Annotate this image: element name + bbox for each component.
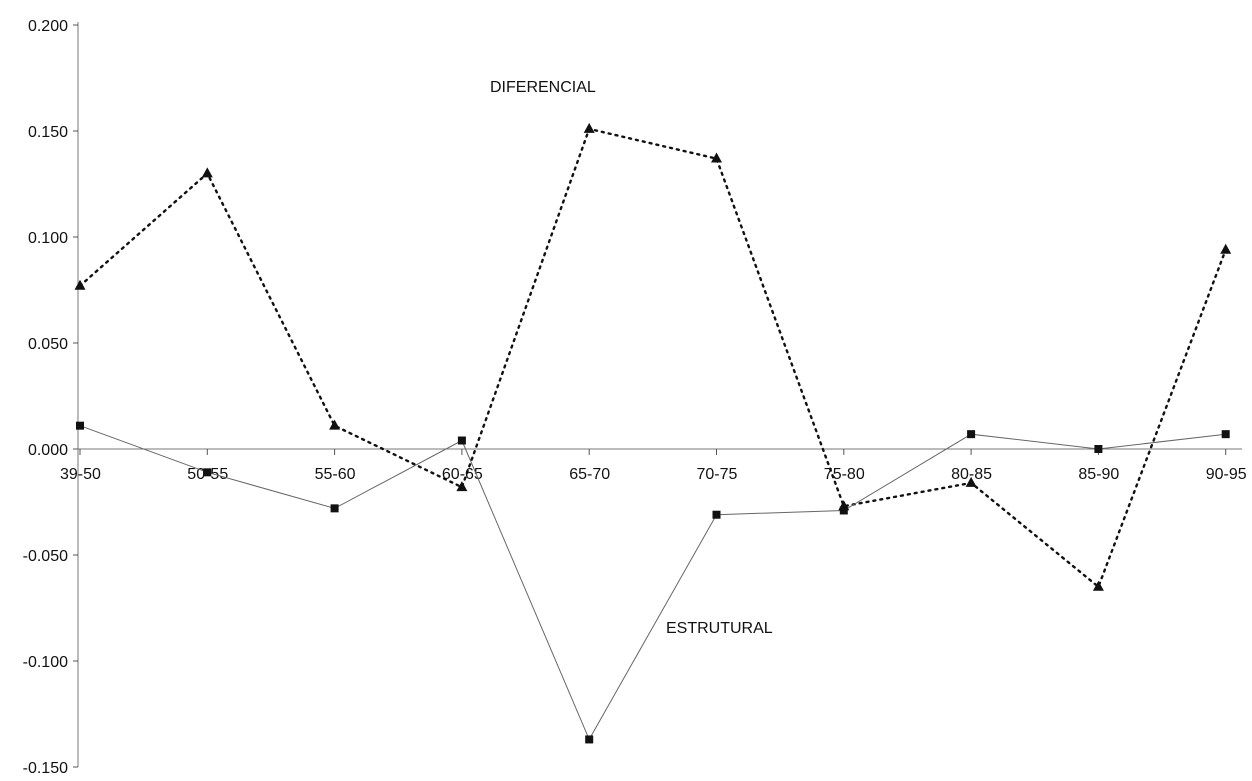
annotation-estrutural: ESTRUTURAL — [666, 620, 773, 637]
x-tick-label: 60-65 — [442, 466, 483, 483]
y-tick-label: 0.050 — [28, 336, 68, 353]
estrutural-point-75-80 — [839, 506, 848, 515]
estrutural-point-85-90 — [1094, 445, 1103, 453]
diferencial-point-90-95 — [1220, 243, 1232, 254]
estrutural-point-80-85 — [967, 430, 976, 439]
y-tick-label: -0.150 — [23, 760, 68, 777]
y-tick-label: 0.100 — [28, 230, 68, 247]
x-tick-label: 70-75 — [697, 466, 738, 483]
diferencial-point-39-50 — [74, 279, 86, 290]
diferencial-point-50-55 — [201, 167, 213, 178]
series-markers — [74, 122, 1232, 744]
estrutural-point-60-65 — [457, 436, 466, 445]
estrutural-point-65-70 — [585, 735, 594, 744]
x-axis-ticks: 39-5050-5555-6060-6565-7070-7575-8080-85… — [60, 449, 1247, 483]
x-tick-label: 55-60 — [315, 466, 356, 483]
x-tick-label: 75-80 — [824, 466, 865, 483]
annotation-diferencial: DIFERENCIAL — [490, 79, 596, 96]
y-axis-ticks: 0.200 0.150 0.100 0.050 0.000 -0.050 -0.100 -0.… — [23, 18, 78, 777]
x-tick-label: 65-70 — [569, 466, 610, 483]
diferencial-point-70-75 — [711, 152, 722, 163]
series-line-diferencial — [78, 127, 1227, 589]
y-tick-label: 0.200 — [28, 18, 68, 35]
x-tick-label: 80-85 — [951, 466, 992, 483]
estrutural-point-39-50 — [76, 421, 84, 430]
y-tick-label: -0.100 — [23, 654, 68, 671]
y-tick-label: 0.000 — [28, 442, 68, 459]
x-tick-label: 85-90 — [1078, 466, 1119, 483]
diferencial-point-85-90 — [1092, 580, 1104, 591]
estrutural-point-55-60 — [330, 504, 339, 513]
diferencial-point-80-85 — [965, 476, 977, 487]
diferencial-point-65-70 — [583, 122, 595, 133]
diferencial-point-60-65 — [456, 481, 468, 492]
y-tick-label: -0.050 — [23, 548, 68, 565]
series-lines — [78, 127, 1227, 741]
estrutural-point-90-95 — [1221, 430, 1230, 439]
axes — [77, 22, 1242, 767]
estrutural-point-50-55 — [203, 468, 212, 477]
x-tick-label: 39-50 — [60, 466, 101, 483]
diferencial-point-55-60 — [329, 419, 341, 430]
series-line-estrutural — [79, 425, 1227, 741]
estrutural-point-70-75 — [712, 510, 721, 519]
y-tick-label: 0.150 — [28, 124, 68, 141]
x-tick-label: 90-95 — [1206, 466, 1247, 483]
